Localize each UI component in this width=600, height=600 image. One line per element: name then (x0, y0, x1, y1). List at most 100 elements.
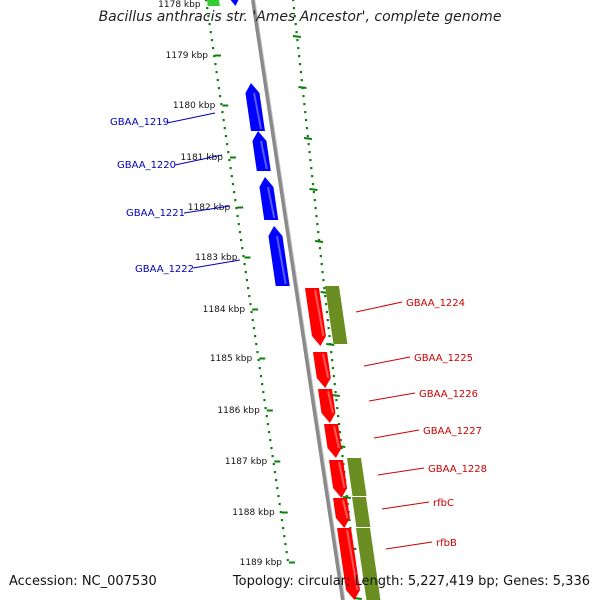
tick-dot (322, 279, 325, 282)
forward-gene-arrow-sheen (260, 140, 268, 170)
cds-bar-body (325, 286, 348, 344)
forward-gene-arrow-sheen (253, 92, 262, 130)
cds-bar-body (347, 458, 367, 496)
tick-dot (216, 79, 219, 82)
tick-dot (311, 175, 314, 178)
tick-dot (252, 327, 256, 330)
tick-dot (304, 111, 307, 114)
kbp-ticks-layer: 1178 kbp 1179 kbp 1180 kbp 1181 kbp 1182 kbp… (158, 0, 362, 600)
tick-dot (244, 271, 247, 274)
forward-gene-arrow[interactable] (245, 83, 265, 131)
tick-dot (286, 559, 289, 562)
tick-dot (268, 431, 271, 434)
reverse-gene-label[interactable]: rfbC (433, 498, 454, 509)
kbp-tick-label: 1187 kbp (225, 457, 268, 467)
forward-gene-arrow-body (259, 177, 279, 220)
tick-dot (279, 511, 282, 514)
reverse-gene-label[interactable]: rfbB (436, 538, 457, 549)
tick-dot (222, 119, 225, 122)
forward-gene-label[interactable]: GBAA_1220 (117, 160, 176, 171)
inner-dotted-guide (292, 0, 359, 594)
reverse-gene-label[interactable]: GBAA_1228 (428, 464, 487, 475)
tick-dot (309, 159, 312, 162)
cds-bar[interactable] (325, 286, 348, 344)
tick-dot (270, 447, 273, 450)
reverse-gene-arrow[interactable] (313, 352, 331, 388)
tick-dot (251, 319, 254, 322)
reverse-gene-arrow-sheen (342, 499, 349, 519)
tick-dot (302, 95, 305, 98)
tick-dot (305, 119, 308, 122)
reverse-gene-label[interactable]: GBAA_1227 (423, 426, 482, 437)
tick-dot (265, 415, 268, 418)
reverse-gene-leader (377, 467, 425, 476)
cds-bar[interactable] (356, 528, 381, 600)
tick-dot (214, 63, 217, 66)
reverse-gene-arrow[interactable] (333, 498, 350, 528)
kbp-tick-label: 1185 kbp (210, 354, 253, 364)
tick-dot (248, 295, 251, 298)
forward-gene-label[interactable]: GBAA_1221 (126, 208, 185, 219)
tick-dot (221, 111, 224, 114)
tick-dot (285, 551, 288, 554)
tick-dot (332, 375, 335, 378)
tick-dot (231, 183, 235, 186)
tick-dot (330, 351, 333, 354)
tick-dot (266, 423, 270, 426)
reverse-gene-arrow-body (337, 528, 360, 600)
reverse-gene-arrow-sheen (338, 461, 346, 489)
tick-dot (320, 263, 323, 266)
tick-dot (262, 391, 265, 394)
reverse-gene-arrow[interactable] (324, 424, 342, 458)
reverse-gene-arrow[interactable] (318, 389, 336, 423)
tick-dot (243, 263, 246, 266)
reverse-gene-arrow[interactable] (337, 528, 360, 600)
reverse-gene-arrow[interactable] (305, 288, 326, 346)
green-feature-top[interactable] (207, 0, 220, 6)
inner-tick-mark (298, 86, 307, 89)
forward-gene-arrow[interactable] (259, 177, 279, 220)
tick-dot (254, 335, 257, 338)
reverse-gene-label[interactable]: GBAA_1224 (406, 298, 465, 309)
tick-dot (318, 239, 321, 242)
tick-dot (257, 359, 260, 362)
backbone-highlight (254, 0, 346, 600)
tick-dot (311, 183, 315, 186)
forward-gene-top[interactable] (228, 0, 241, 6)
tick-dot (224, 135, 228, 138)
forward-gene-leader (174, 154, 223, 166)
tick-dot (340, 447, 343, 450)
tick-dot (324, 303, 328, 306)
reverse-gene-label[interactable]: GBAA_1226 (419, 389, 478, 400)
reverse-gene-arrow[interactable] (329, 460, 348, 498)
forward-gene-label[interactable]: GBAA_1219 (110, 117, 169, 128)
forward-gene-leader (183, 205, 231, 214)
cds-bar[interactable] (352, 497, 371, 527)
tick-dot (226, 143, 229, 146)
tick-dot (242, 255, 245, 258)
tick-dot (209, 31, 212, 34)
tick-dot (312, 191, 315, 194)
forward-gene-arrow-sheen (276, 235, 287, 285)
tick-dot (219, 95, 222, 98)
tick-dot (306, 135, 309, 138)
tick-dot (321, 271, 324, 274)
forward-gene-arrow[interactable] (252, 131, 271, 171)
tick-dot (327, 327, 330, 330)
tick-dot (269, 439, 272, 442)
genome-backbone-line (251, 0, 345, 600)
forward-gene-arrow[interactable] (268, 226, 290, 286)
topology-label: Topology: circular; Length: 5,227,419 bp… (232, 574, 590, 589)
forward-gene-label[interactable]: GBAA_1222 (135, 264, 194, 275)
tick-dot (325, 311, 328, 314)
tick-dot (280, 519, 284, 522)
tick-dot (264, 407, 267, 410)
tick-dot (303, 103, 306, 106)
tick-dot (273, 471, 277, 474)
reverse-gene-label[interactable]: GBAA_1225 (414, 353, 473, 364)
tick-dot (229, 167, 232, 170)
cds-bar[interactable] (347, 458, 367, 496)
tick-dot (236, 215, 239, 218)
tick-dot (337, 423, 341, 426)
